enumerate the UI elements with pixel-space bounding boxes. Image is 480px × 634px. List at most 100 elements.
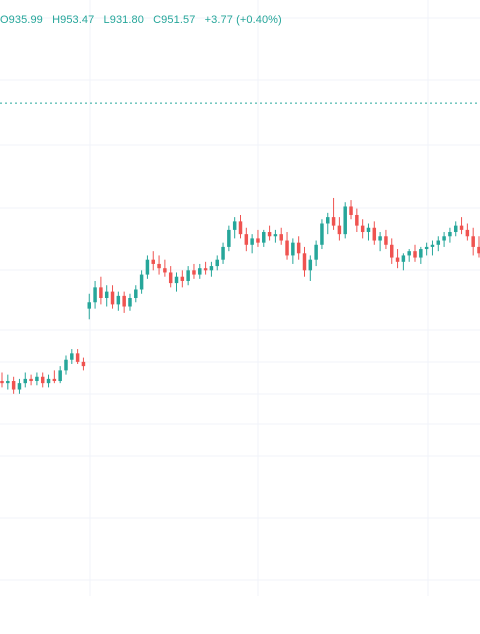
candle-body [232, 221, 237, 230]
candle-body [349, 206, 353, 215]
candle-body [360, 225, 365, 233]
candle-body [430, 244, 435, 247]
candle [35, 372, 39, 386]
candle-body [291, 242, 295, 256]
candle-body [145, 259, 150, 275]
candle [198, 263, 202, 279]
legend-high: H953.47 [52, 14, 95, 26]
candle [279, 227, 283, 245]
candle-body [180, 276, 185, 281]
candle-body [29, 378, 33, 382]
candle [99, 276, 103, 305]
candle [395, 249, 400, 269]
candle-body [250, 238, 254, 245]
candle [355, 208, 359, 233]
candle [70, 349, 74, 364]
candle [215, 255, 219, 271]
candle-body [308, 259, 313, 271]
legend-change: +3.77 (+0.40%) [204, 14, 282, 26]
candle [81, 357, 86, 371]
ohlc-legend: O935.99 H953.47 L931.80 C951.57 +3.77 (+… [0, 14, 288, 26]
candle [320, 219, 324, 250]
candle [256, 229, 260, 247]
candle-body [139, 274, 144, 290]
candle-body [151, 259, 155, 264]
candle-body [424, 246, 429, 250]
candle-body [6, 381, 10, 384]
candle [343, 202, 347, 239]
candle [93, 280, 97, 309]
legend-open: O935.99 [0, 14, 43, 26]
candle-body [326, 217, 330, 224]
candle-body [366, 227, 371, 233]
candle-body [389, 244, 394, 258]
candle [442, 232, 446, 247]
candle-body [11, 381, 16, 390]
candle [471, 227, 475, 256]
candle [203, 261, 208, 275]
candle [11, 376, 16, 394]
candle [419, 246, 423, 264]
candle [46, 374, 51, 388]
candle [134, 285, 138, 303]
candle [477, 236, 480, 258]
candle [0, 372, 4, 388]
candle-body [442, 236, 446, 241]
candle [360, 219, 365, 239]
candle-body [215, 259, 219, 267]
candle-body [413, 251, 417, 258]
candle-body [448, 232, 452, 237]
candle-body [343, 206, 347, 235]
candle [186, 266, 190, 286]
candle-body [23, 378, 28, 384]
candle-body [186, 270, 190, 281]
candle [389, 238, 394, 264]
candle [139, 270, 144, 294]
candle-body [355, 214, 359, 226]
candle [209, 261, 214, 277]
candle-body [75, 353, 80, 362]
candle-body [58, 370, 62, 382]
candle-body [273, 234, 278, 237]
candle-body [99, 287, 103, 298]
candle [6, 374, 10, 390]
candle-body [337, 225, 342, 235]
candle-body [0, 381, 4, 384]
candle [221, 242, 225, 264]
candle-body [116, 295, 121, 305]
candle-body [453, 225, 458, 233]
candle [337, 217, 342, 241]
candle [459, 217, 464, 235]
candle [192, 263, 196, 279]
candle-body [320, 223, 324, 245]
candle-body [128, 298, 132, 307]
candle-body [110, 291, 115, 305]
candle-body [35, 376, 39, 382]
candle [128, 293, 132, 311]
candle [453, 221, 458, 237]
candle-body [93, 287, 97, 303]
candle-body [70, 353, 74, 360]
candle-body [163, 268, 167, 273]
candle-body [256, 238, 260, 243]
candle [116, 291, 121, 311]
candle-body [174, 276, 179, 284]
candle-body [407, 251, 411, 256]
candle-body [46, 378, 51, 384]
candle [326, 212, 330, 235]
candle-body [203, 268, 208, 271]
candle [372, 221, 377, 245]
candle [424, 242, 429, 256]
candle-body [244, 234, 249, 245]
candle-body [436, 240, 441, 245]
candle-body [372, 227, 377, 241]
legend-close: C951.57 [153, 14, 196, 26]
candle [145, 255, 150, 279]
candle [110, 285, 115, 309]
candle [104, 285, 109, 307]
candle-body [279, 234, 283, 241]
candle [448, 227, 452, 243]
candle-body [419, 249, 423, 258]
